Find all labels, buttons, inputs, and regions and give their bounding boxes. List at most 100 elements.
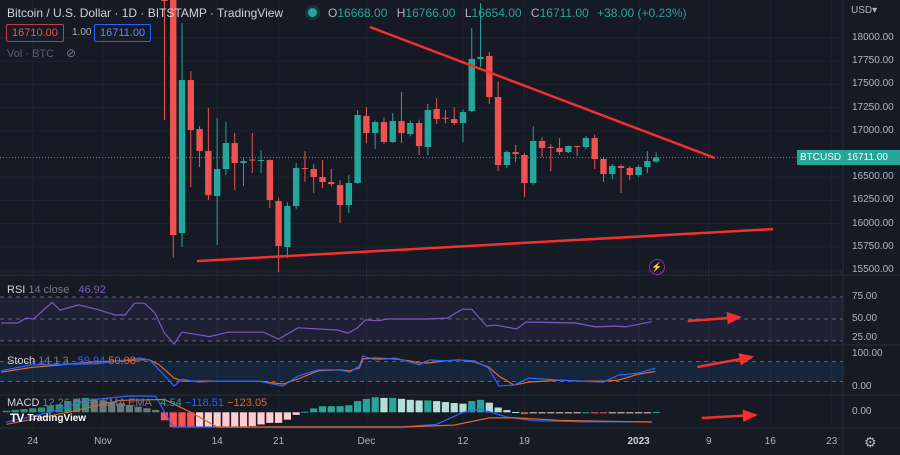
macd-histogram-bar [178, 412, 186, 427]
stoch-legend[interactable]: Stoch 14 1 3 59.94 50.03 [7, 355, 136, 368]
macd-histogram-bar [494, 407, 502, 413]
candle-up [240, 161, 247, 164]
macd-histogram-bar [99, 400, 107, 413]
price-axis-label: 16250.00 [852, 194, 894, 206]
sell-button[interactable]: 16710.00 [6, 24, 64, 42]
candle-up [178, 80, 186, 234]
grid [0, 0, 843, 428]
stoch-axis-label: 0.00 [852, 381, 872, 392]
candle-down [319, 177, 326, 183]
macd-histogram-bar [652, 411, 660, 413]
buy-button[interactable]: 16711.00 [94, 24, 152, 42]
time-axis-label: 2023 [627, 436, 650, 447]
rsi-pane[interactable] [0, 296, 843, 345]
candle-down [591, 138, 598, 160]
time-axis-label: 24 [27, 436, 39, 447]
candle-up [609, 166, 616, 175]
lightning-icon[interactable]: ⚡ [649, 259, 665, 275]
candle-down [617, 166, 625, 169]
macd-histogram-bar [599, 412, 608, 414]
macd-histogram-bar [160, 412, 169, 421]
candle-down [249, 159, 256, 161]
macd-histogram-bar [239, 412, 248, 427]
volume-label: Vol · BTC [7, 48, 55, 60]
macd-histogram-bar [195, 412, 204, 427]
candle-down [433, 108, 440, 120]
candle-up [652, 157, 660, 162]
macd-histogram-bar [248, 412, 256, 427]
macd-histogram-bar [547, 412, 555, 414]
macd-histogram-bar [529, 412, 537, 414]
price-axis-label: 17250.00 [852, 101, 894, 113]
macd-histogram-bar [125, 405, 133, 413]
macd-histogram-bar [485, 402, 493, 413]
macd-signal-line [6, 398, 652, 428]
candle-up [565, 146, 572, 153]
candle-up [503, 152, 511, 166]
tradingview-logo[interactable]: TV TradingView [10, 412, 86, 425]
macd-name: MACD [7, 397, 40, 409]
macd-histogram-bar [37, 407, 46, 413]
macd-histogram-bar [108, 401, 116, 413]
candle-down [161, 0, 168, 1]
low-label: L [464, 6, 472, 20]
macd-histogram-bar [380, 397, 388, 413]
macd-hist-value: 4.54 [160, 397, 182, 409]
rsi-trend-arrow-icon [687, 311, 743, 325]
symbol-title[interactable]: Bitcoin / U.S. Dollar · 1D · BITSTAMP · … [7, 6, 284, 20]
time-axis-label: 19 [518, 436, 530, 447]
price-axis-label: 15500.00 [852, 264, 894, 275]
candle-down [512, 152, 519, 154]
macd-histogram-bar [354, 401, 362, 413]
candle-down [275, 201, 282, 247]
close-value: 16711.00 [539, 6, 589, 20]
time-axis-label: Nov [94, 436, 112, 447]
macd-histogram-bar [555, 412, 564, 414]
macd-pane[interactable] [2, 395, 660, 428]
macd-histogram-bar [46, 405, 54, 413]
rsi-legend[interactable]: RSI 14 close 46.92 [7, 284, 106, 297]
macd-histogram-bar [327, 406, 335, 413]
macd-histogram-bar [318, 406, 327, 413]
candle-up [424, 110, 432, 148]
candle-down [398, 121, 405, 134]
macd-histogram-bar [204, 412, 212, 427]
macd-histogram-bar [169, 412, 177, 427]
candle-down [486, 56, 493, 98]
candle-down [442, 117, 449, 119]
macd-histogram-bar [90, 398, 98, 413]
candle-down [196, 129, 203, 152]
candle-down [600, 159, 607, 175]
currency-dropdown[interactable]: USD▾ [851, 5, 878, 16]
macd-histogram-bar [283, 412, 291, 420]
last-price-label: 16711.00 [844, 150, 900, 165]
candle-down [547, 147, 554, 149]
price-pane[interactable] [0, 0, 843, 272]
macd-histogram-bar [275, 412, 283, 423]
candle-up [635, 166, 642, 176]
candle-up [389, 121, 396, 143]
candle-down [231, 143, 238, 164]
macd-line-value: −118.51 [184, 397, 225, 409]
tv-logo-text: TradingView [27, 413, 87, 424]
price-axis-label: 16500.00 [852, 171, 894, 183]
gear-icon[interactable]: ⚙ [864, 434, 877, 450]
macd-histogram-bar [362, 398, 370, 413]
macd-histogram-bar [520, 412, 529, 414]
macd-histogram-bar [634, 412, 643, 414]
macd-legend[interactable]: MACD 12 26 close EMA EMA 4.54 −118.51 −12… [7, 397, 267, 410]
macd-histogram-bar [116, 403, 125, 413]
candle-down [521, 155, 528, 184]
macd-histogram-bar [266, 412, 274, 423]
candle-down [266, 160, 274, 201]
macd-histogram-bar [187, 412, 195, 427]
eye-crossed-icon[interactable]: ⊘ [66, 46, 77, 60]
open-value: 16668.00 [337, 6, 388, 20]
stoch-pane[interactable] [0, 355, 843, 387]
open-label: O [328, 6, 338, 20]
candle-down [328, 182, 335, 185]
macd-histogram-bar [468, 401, 476, 413]
macd-histogram-bar [459, 403, 467, 413]
macd-trend-arrow-icon [701, 409, 758, 422]
